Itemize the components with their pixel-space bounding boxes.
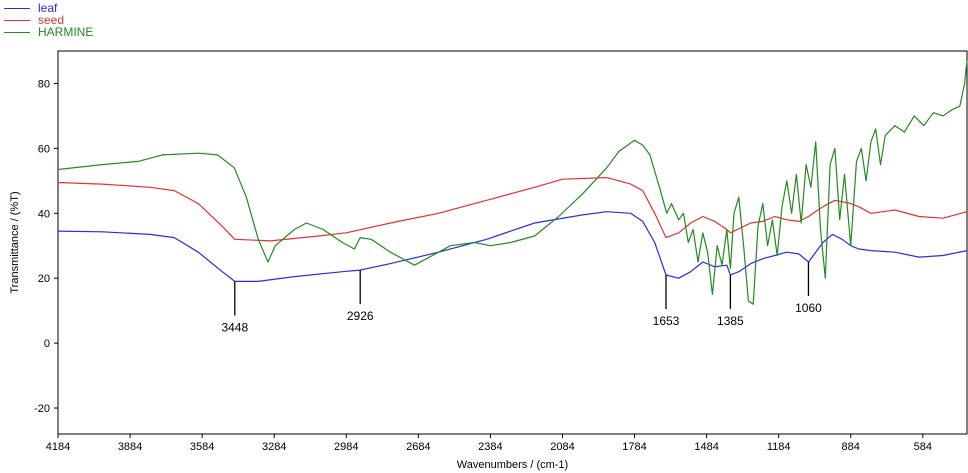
x-tick-label: 2684	[406, 441, 430, 453]
legend-swatch-seed	[4, 19, 30, 21]
legend-swatch-harmine	[4, 31, 30, 33]
legend-label-harmine: HARMINE	[38, 25, 94, 39]
y-axis-label: Transmittance / (%T)	[9, 191, 21, 293]
legend-item-seed: seed	[4, 14, 93, 26]
y-tick-label: 40	[38, 208, 50, 220]
y-tick-label: 80	[38, 78, 50, 90]
x-tick-label: 1784	[622, 441, 646, 453]
peak-annotations: 3448 2926 1653 1385 1060	[221, 261, 822, 334]
legend-label-seed: seed	[38, 13, 65, 27]
x-tick-label: 1484	[694, 441, 718, 453]
legend-label-leaf: leaf	[38, 1, 58, 15]
x-tick-label: 2084	[550, 441, 574, 453]
chart-legend: leaf seed HARMINE	[4, 2, 93, 38]
legend-item-leaf: leaf	[4, 2, 93, 14]
y-axis-ticks: 80 60 40 20 0 -20	[34, 78, 58, 415]
x-axis-ticks: 4184 3884 3584 3284 2984 2684 2384 2084 1784 1484…	[46, 434, 932, 453]
x-tick-label: 1184	[767, 441, 791, 453]
peak-label: 1653	[653, 314, 680, 328]
series-line-leaf	[57, 211, 968, 282]
x-axis-label: Wavenumbers / (cm-1)	[457, 459, 568, 471]
x-tick-label: 4184	[46, 441, 70, 453]
legend-swatch-leaf	[4, 7, 30, 9]
y-tick-label: 60	[38, 143, 50, 155]
peak-label: 3448	[221, 320, 248, 334]
x-tick-label: 2384	[478, 441, 502, 453]
x-tick-label: 2984	[334, 441, 358, 453]
x-tick-label: 884	[842, 441, 860, 453]
peak-label: 2926	[347, 309, 374, 323]
x-tick-label: 3584	[190, 441, 214, 453]
x-tick-label: 3884	[118, 441, 142, 453]
x-tick-label: 584	[914, 441, 932, 453]
y-tick-label: -20	[34, 403, 50, 415]
peak-label: 1060	[795, 301, 822, 315]
plot-frame	[57, 50, 968, 435]
plot-area	[57, 60, 968, 305]
y-tick-label: 20	[38, 273, 50, 285]
series-line-harmine	[57, 60, 968, 305]
x-tick-label: 3284	[262, 441, 286, 453]
y-tick-label: 0	[44, 338, 50, 350]
legend-item-harmine: HARMINE	[4, 26, 93, 38]
peak-label: 1385	[717, 314, 744, 328]
series-line-seed	[57, 177, 968, 242]
